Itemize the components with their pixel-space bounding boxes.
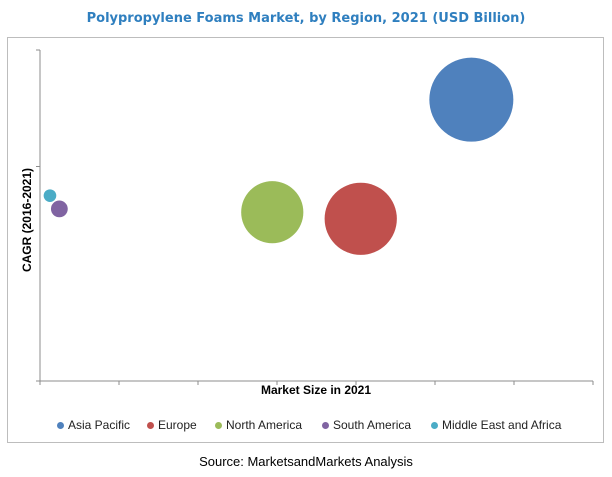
legend-marker-asia-pacific — [57, 421, 64, 429]
chart-title: Polypropylene Foams Market, by Region, 2… — [86, 11, 526, 26]
legend-item-south-america: South America — [322, 418, 411, 432]
legend-label-middle-east-and-africa: Middle East and Africa — [442, 418, 562, 432]
bubble-north-america — [241, 181, 304, 244]
legend-item-europe: Europe — [147, 418, 197, 432]
bubble-europe — [324, 182, 397, 255]
legend-label-south-america: South America — [333, 418, 412, 432]
legend-label-europe: Europe — [158, 418, 197, 432]
source-note: Source: MarketsandMarkets Analysis — [199, 454, 413, 469]
legend-item-asia-pacific: Asia Pacific — [57, 418, 130, 432]
legend-item-north-america: North America — [215, 418, 302, 432]
bubble-middle-east-and-africa — [43, 189, 57, 202]
legend-label-asia-pacific: Asia Pacific — [68, 418, 131, 432]
legend-marker-middle-east-and-africa — [431, 421, 438, 429]
y-axis-label: CAGR (2016-2021) — [20, 167, 34, 273]
legend-item-middle-east-and-africa: Middle East and Africa — [431, 418, 561, 432]
chart-frame — [7, 37, 604, 443]
bubble-asia-pacific — [429, 57, 514, 142]
bubble-south-america — [50, 200, 68, 218]
legend-marker-south-america — [322, 421, 329, 429]
x-axis-label: Market Size in 2021 — [260, 383, 372, 397]
legend-marker-europe — [147, 421, 154, 429]
legend-marker-north-america — [215, 421, 222, 429]
legend-label-north-america: North America — [226, 418, 303, 432]
chart-legend: Asia Pacific Europe North America South Ame… — [0, 418, 612, 434]
